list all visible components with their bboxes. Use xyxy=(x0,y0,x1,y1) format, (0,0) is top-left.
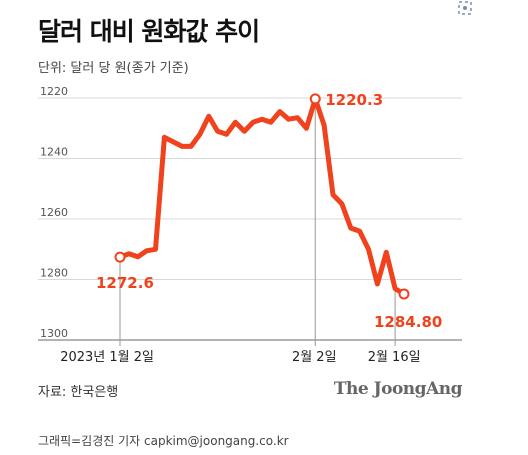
x-tick-label: 2월 16일 xyxy=(368,350,421,365)
y-tick-label: 1220 xyxy=(40,85,68,98)
publisher-logo: The JoongAng xyxy=(333,379,463,399)
data-point-marker xyxy=(309,93,321,105)
series-layer xyxy=(117,96,407,297)
x-tick-label: 2월 2일 xyxy=(292,350,337,365)
data-point-marker xyxy=(398,288,410,300)
y-tick-label: 1280 xyxy=(40,267,68,280)
series-line xyxy=(117,96,407,297)
unit-label: 단위: 달러 당 원(종가 기준) xyxy=(38,61,189,76)
y-tick-label: 1240 xyxy=(40,146,68,159)
share-icon[interactable] xyxy=(453,0,479,22)
data-label: 1284.80 xyxy=(374,313,442,331)
annotation-layer: 1272.6 1220.3 1284.80 xyxy=(96,91,442,331)
y-tick-label: 1260 xyxy=(40,206,68,219)
x-axis: 2023년 1월 2일 2월 2일 2월 16일 xyxy=(60,98,421,365)
data-label: 1272.6 xyxy=(96,274,154,292)
chart-title: 달러 대비 원화값 추이 xyxy=(38,17,260,46)
data-point-marker xyxy=(114,251,126,263)
y-tick-label: 1300 xyxy=(40,327,68,340)
x-tick-label: 2023년 1월 2일 xyxy=(60,350,154,365)
source-note: 자료: 한국은행 xyxy=(38,385,119,400)
data-label: 1220.3 xyxy=(325,91,383,109)
graphic-credit: 그래픽=김경진 기자 capkim@joongang.co.kr xyxy=(38,434,289,448)
